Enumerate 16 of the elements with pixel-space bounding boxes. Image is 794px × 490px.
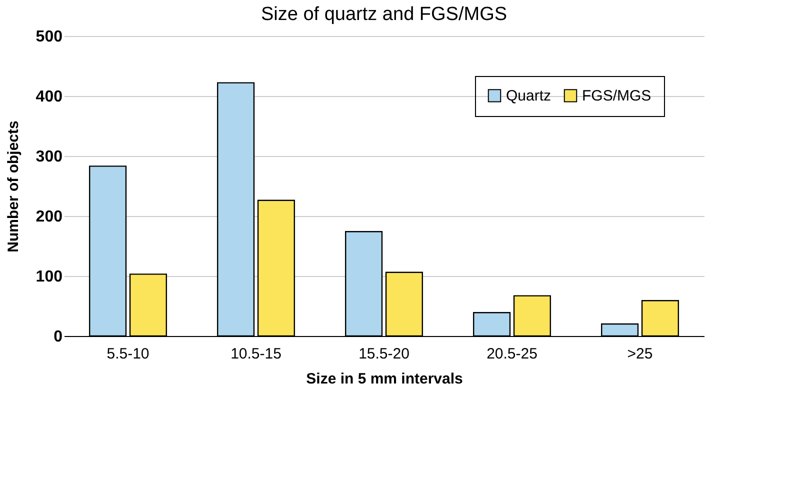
x-tick-label: 10.5-15 xyxy=(230,346,282,362)
x-tick-label: 20.5-25 xyxy=(486,346,538,362)
y-tick-label: 300 xyxy=(36,148,63,166)
y-tick-label: 500 xyxy=(36,28,63,46)
x-tick-label: 5.5-10 xyxy=(106,346,150,362)
y-tick-label: 400 xyxy=(36,88,63,106)
x-tick-label: >25 xyxy=(627,346,653,362)
y-axis-title: Number of objects xyxy=(4,120,22,252)
legend-label: Quartz xyxy=(506,88,552,105)
y-tick-label: 100 xyxy=(36,268,63,286)
chart-title: Size of quartz and FGS/MGS xyxy=(260,4,508,25)
x-tick-label: 15.5-20 xyxy=(358,346,410,362)
y-tick-label: 0 xyxy=(54,328,63,346)
legend-label: FGS/MGS xyxy=(582,88,652,105)
y-tick-label: 200 xyxy=(36,208,63,226)
x-axis-title: Size in 5 mm intervals xyxy=(306,370,463,388)
